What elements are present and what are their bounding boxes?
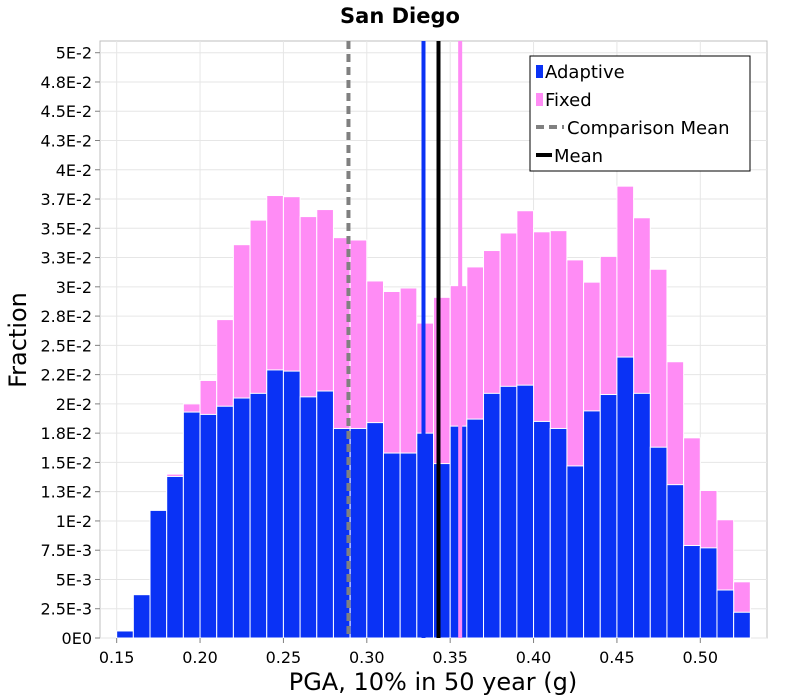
adaptive-bar bbox=[166, 475, 184, 639]
y-tick-label: 3.5E-2 bbox=[40, 219, 92, 238]
fixed-legend-label: Fixed bbox=[545, 90, 592, 111]
adaptive-bar bbox=[182, 411, 201, 639]
adaptive-bar bbox=[282, 370, 301, 639]
adaptive-bar bbox=[266, 369, 284, 639]
adaptive-bar bbox=[433, 463, 451, 639]
adaptive-bar bbox=[116, 630, 134, 639]
y-tick-label: 7.5E-3 bbox=[40, 541, 92, 560]
adaptive-bar bbox=[699, 547, 718, 639]
chart-title: San Diego bbox=[340, 4, 460, 28]
adaptive-bar bbox=[716, 589, 735, 639]
x-axis-label: PGA, 10% in 50 year (g) bbox=[289, 668, 578, 696]
adaptive-bar bbox=[683, 545, 701, 639]
adaptive-bar bbox=[649, 446, 668, 639]
y-tick-label: 5E-2 bbox=[56, 44, 92, 63]
y-axis-label: Fraction bbox=[4, 292, 32, 388]
adaptive-bar bbox=[232, 397, 251, 639]
adaptive-bar bbox=[533, 420, 551, 639]
x-tick-label: 0.15 bbox=[99, 648, 135, 667]
y-tick-label: 4E-2 bbox=[56, 161, 92, 180]
legend: Adaptive Fixed Comparison Mean Mean bbox=[529, 55, 751, 172]
comparison-mean-legend-label: Comparison Mean bbox=[567, 118, 730, 139]
adaptive-bar bbox=[666, 484, 685, 639]
adaptive-bar bbox=[199, 413, 218, 639]
y-tick-label: 2.2E-2 bbox=[40, 366, 92, 385]
adaptive-bar bbox=[499, 385, 518, 639]
adaptive-bar bbox=[583, 410, 601, 639]
adaptive-bar bbox=[549, 427, 568, 639]
adaptive-bar bbox=[633, 392, 651, 639]
y-tick-label: 5E-3 bbox=[56, 570, 92, 589]
adaptive-bar bbox=[216, 405, 234, 639]
reference-lines bbox=[346, 41, 463, 638]
adaptive-bar bbox=[466, 418, 485, 639]
y-tick-label: 3E-2 bbox=[56, 278, 92, 297]
adaptive-bar bbox=[366, 422, 384, 639]
y-axis-ticks: 0E0 2.5E-3 5E-3 7.5E-3 1E-2 1.3E-2 1.5E-2 1.8E-… bbox=[40, 44, 100, 648]
y-tick-label: 1E-2 bbox=[56, 512, 92, 531]
adaptive-bar bbox=[382, 452, 401, 639]
y-tick-label: 0E0 bbox=[62, 629, 92, 648]
x-tick-label: 0.20 bbox=[182, 648, 218, 667]
x-tick-label: 0.50 bbox=[682, 648, 718, 667]
y-tick-label: 1.5E-2 bbox=[40, 453, 92, 472]
adaptive-bar bbox=[349, 427, 368, 639]
y-tick-label: 4.3E-2 bbox=[40, 132, 92, 151]
y-tick-label: 4.8E-2 bbox=[40, 73, 92, 92]
adaptive-bar bbox=[483, 392, 501, 639]
adaptive-bar bbox=[616, 356, 635, 639]
adaptive-bar bbox=[149, 509, 168, 639]
y-tick-label: 2.5E-2 bbox=[40, 336, 92, 355]
fixed-legend-swatch bbox=[536, 93, 543, 106]
adaptive-bar bbox=[399, 452, 418, 639]
adaptive-bar bbox=[316, 390, 334, 639]
adaptive-bar bbox=[516, 384, 535, 639]
y-tick-label: 4.5E-2 bbox=[40, 102, 92, 121]
adaptive-bar bbox=[566, 465, 585, 639]
y-tick-label: 1.8E-2 bbox=[40, 424, 92, 443]
x-axis-ticks: 0.15 0.20 0.25 0.30 0.35 0.40 0.45 0.50 bbox=[99, 638, 718, 667]
x-tick-label: 0.35 bbox=[432, 648, 468, 667]
x-tick-label: 0.40 bbox=[516, 648, 552, 667]
x-tick-label: 0.30 bbox=[349, 648, 385, 667]
adaptive-bar bbox=[299, 396, 318, 639]
mean-legend-label: Mean bbox=[554, 146, 603, 167]
y-tick-label: 2.5E-3 bbox=[40, 600, 92, 619]
adaptive-legend-label: Adaptive bbox=[545, 62, 625, 83]
y-tick-label: 3.7E-2 bbox=[40, 190, 92, 209]
y-tick-label: 1.3E-2 bbox=[40, 483, 92, 502]
x-tick-label: 0.25 bbox=[266, 648, 302, 667]
legend-box bbox=[529, 55, 751, 172]
y-tick-label: 2E-2 bbox=[56, 395, 92, 414]
adaptive-bar bbox=[132, 594, 151, 639]
adaptive-bar bbox=[249, 392, 268, 639]
adaptive-bar bbox=[599, 394, 618, 639]
y-tick-label: 3.3E-2 bbox=[40, 249, 92, 268]
adaptive-bar bbox=[733, 611, 751, 639]
adaptive-legend-swatch bbox=[536, 65, 543, 78]
y-tick-label: 2.8E-2 bbox=[40, 307, 92, 326]
x-tick-label: 0.45 bbox=[599, 648, 635, 667]
